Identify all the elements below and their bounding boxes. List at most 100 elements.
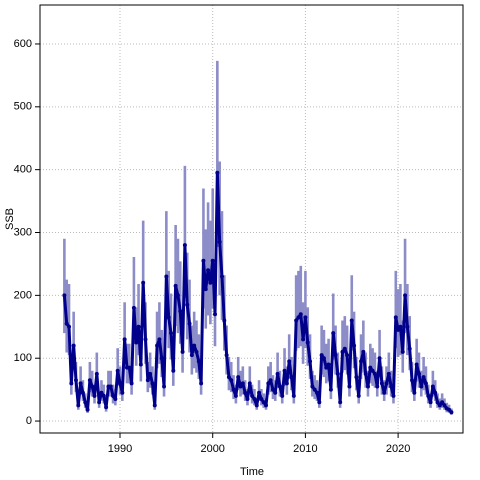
point — [85, 407, 90, 412]
point — [393, 315, 398, 320]
point — [233, 393, 238, 398]
point — [354, 375, 359, 380]
point — [287, 359, 292, 364]
point — [347, 384, 352, 389]
point — [164, 274, 169, 279]
point — [99, 390, 104, 395]
point — [217, 239, 222, 244]
point — [273, 390, 278, 395]
y-tick-label: 500 — [14, 101, 32, 113]
x-tick-label: 2010 — [293, 443, 317, 455]
point — [257, 390, 262, 395]
point — [416, 371, 421, 376]
point — [386, 371, 391, 376]
point — [182, 243, 187, 248]
point — [148, 371, 153, 376]
point — [173, 283, 178, 288]
point — [396, 327, 401, 332]
point — [331, 331, 336, 336]
x-tick-label: 2020 — [386, 443, 410, 455]
point — [136, 324, 141, 329]
point — [78, 381, 83, 386]
point — [168, 331, 173, 336]
point — [301, 337, 306, 342]
point — [421, 375, 426, 380]
point — [326, 362, 331, 367]
point — [377, 356, 382, 361]
point — [243, 390, 248, 395]
point — [141, 280, 146, 285]
y-tick-label: 400 — [14, 164, 32, 176]
point — [368, 365, 373, 370]
y-tick-label: 600 — [14, 38, 32, 50]
point — [310, 384, 315, 389]
point — [138, 362, 143, 367]
point — [73, 378, 78, 383]
point — [143, 337, 148, 342]
point — [194, 349, 199, 354]
point — [236, 375, 241, 380]
point — [414, 362, 419, 367]
point — [97, 400, 102, 405]
point — [69, 381, 74, 386]
point — [423, 381, 428, 386]
point — [259, 397, 264, 402]
point — [210, 258, 215, 263]
point — [277, 384, 282, 389]
point — [90, 384, 95, 389]
point — [219, 274, 224, 279]
point — [359, 359, 364, 364]
point — [166, 315, 171, 320]
point — [410, 378, 415, 383]
point — [199, 381, 204, 386]
y-tick-label: 200 — [14, 289, 32, 301]
point — [419, 384, 424, 389]
point — [270, 387, 275, 392]
point — [372, 371, 377, 376]
point — [175, 293, 180, 298]
point — [104, 405, 109, 410]
point — [319, 353, 324, 358]
point — [162, 384, 167, 389]
point — [261, 400, 266, 405]
point — [391, 393, 396, 398]
point — [62, 293, 67, 298]
point — [312, 387, 317, 392]
point — [345, 353, 350, 358]
point — [150, 381, 155, 386]
plot-frame — [39, 4, 464, 434]
point — [449, 410, 454, 415]
point — [308, 359, 313, 364]
point — [201, 258, 206, 263]
point — [352, 343, 357, 348]
point — [324, 365, 329, 370]
point — [412, 390, 417, 395]
point — [254, 403, 259, 408]
point — [335, 371, 340, 376]
point — [435, 400, 440, 405]
point — [356, 393, 361, 398]
point — [437, 403, 442, 408]
point — [321, 356, 326, 361]
point — [189, 353, 194, 358]
point — [252, 397, 257, 402]
point — [298, 312, 303, 317]
point — [187, 321, 192, 326]
point — [382, 390, 387, 395]
point — [398, 324, 403, 329]
point — [264, 403, 269, 408]
point — [442, 403, 447, 408]
point — [250, 393, 255, 398]
point — [266, 381, 271, 386]
point — [379, 381, 384, 386]
point — [111, 393, 116, 398]
point — [405, 324, 410, 329]
x-tick-label: 1990 — [108, 443, 132, 455]
point — [275, 371, 280, 376]
point — [280, 393, 285, 398]
point — [231, 387, 236, 392]
point — [430, 384, 435, 389]
point — [80, 390, 85, 395]
point — [447, 407, 452, 412]
